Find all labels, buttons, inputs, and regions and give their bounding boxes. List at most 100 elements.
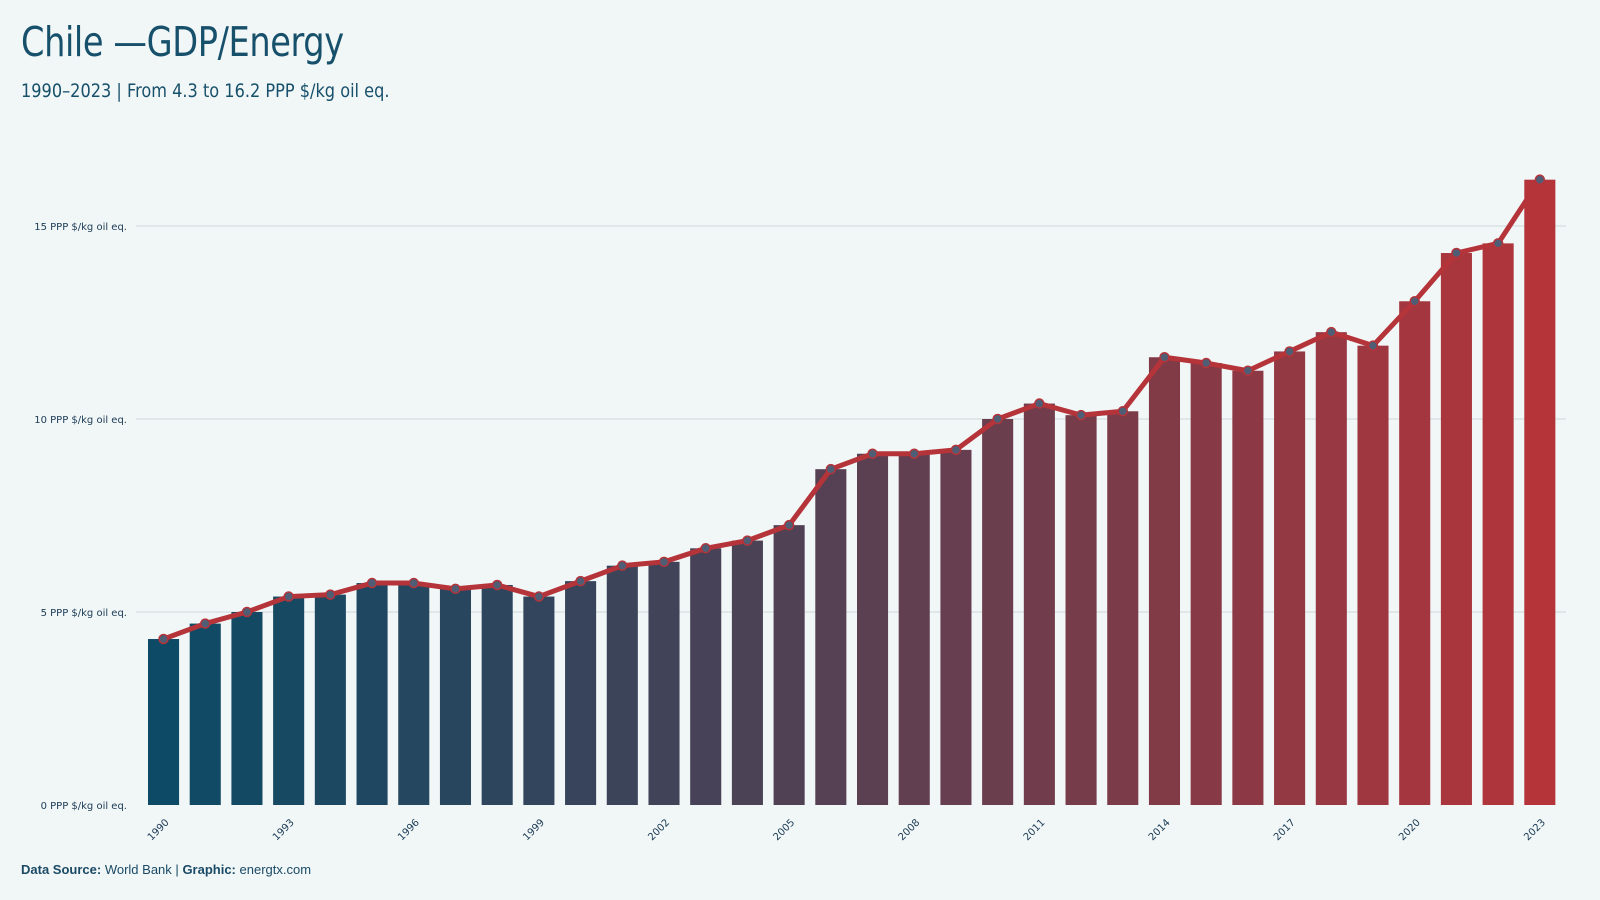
bar-1992 <box>231 612 263 805</box>
y-axis-tick-labels: 0 PPP $/kg oil eq. 5 PPP $/kg oil eq. 10 P… <box>34 222 127 812</box>
x-tick-label: 2002 <box>646 817 672 843</box>
marker-2001 <box>617 560 628 571</box>
marker-1995 <box>366 577 378 589</box>
bar-1996 <box>398 583 430 805</box>
x-tick-label: 2020 <box>1397 817 1423 843</box>
marker-2018 <box>1326 326 1337 338</box>
x-tick-label: 2017 <box>1272 817 1298 843</box>
bar-2005 <box>773 525 805 805</box>
bar-2023 <box>1524 179 1556 805</box>
marker-2006 <box>825 463 837 475</box>
bar-2012 <box>1065 415 1097 805</box>
x-tick-label: 2008 <box>897 817 923 843</box>
bar-2008 <box>898 453 930 805</box>
marker-2005 <box>783 519 795 531</box>
x-tick-label: 2005 <box>771 817 797 843</box>
marker-1993 <box>283 591 294 602</box>
bar-2016 <box>1232 370 1264 805</box>
bar-2021 <box>1440 253 1472 805</box>
bars <box>148 179 1556 805</box>
marker-2009 <box>950 444 962 456</box>
bar-1999 <box>523 596 555 805</box>
graphic-label: Graphic: <box>182 862 236 877</box>
marker-2020 <box>1409 296 1420 307</box>
footer-credits: Data Source: World Bank | Graphic: energ… <box>21 862 311 877</box>
chart-title: Chile —GDP/Energy <box>21 18 344 66</box>
bar-1993 <box>273 596 305 805</box>
bar-2003 <box>690 548 722 805</box>
marker-2023 <box>1534 174 1546 185</box>
y-tick-label: 5 PPP $/kg oil eq. <box>41 608 127 619</box>
y-tick-label: 15 PPP $/kg oil eq. <box>34 222 127 233</box>
bar-2015 <box>1190 363 1222 805</box>
bar-2009 <box>940 449 972 805</box>
marker-2013 <box>1117 406 1129 417</box>
bar-2000 <box>565 581 597 805</box>
bar-2017 <box>1274 351 1306 805</box>
trend-line-layer <box>161 177 1543 642</box>
x-tick-label: 2011 <box>1022 817 1048 843</box>
bar-2019 <box>1357 345 1389 805</box>
trend-line <box>161 177 1543 642</box>
marker-2017 <box>1284 346 1295 357</box>
marker-2019 <box>1367 340 1379 351</box>
marker-1992 <box>241 606 253 618</box>
bar-2004 <box>731 540 763 805</box>
footer-separator: | <box>175 862 179 877</box>
x-tick-label: 1996 <box>396 817 422 843</box>
bar-2022 <box>1482 243 1514 805</box>
bar-2007 <box>857 453 889 805</box>
source-label: Data Source: <box>21 862 102 877</box>
bar-2002 <box>648 561 680 805</box>
bar-1990 <box>148 639 180 805</box>
x-axis-tick-labels: 1990 1993 1996 1999 2002 2005 2008 2011 2014 2017… <box>146 817 1548 843</box>
bar-2010 <box>982 419 1014 805</box>
y-tick-label: 10 PPP $/kg oil eq. <box>34 415 127 426</box>
bar-2020 <box>1399 301 1431 805</box>
bar-1998 <box>481 584 513 805</box>
chart-subtitle: 1990–2023 | From 4.3 to 16.2 PPP $/kg oi… <box>21 80 390 102</box>
bar-2001 <box>606 565 638 805</box>
marker-2008 <box>908 448 920 459</box>
marker-1997 <box>450 583 461 595</box>
marker-1999 <box>533 591 545 602</box>
bar-2006 <box>815 469 847 805</box>
x-tick-label: 2023 <box>1522 817 1548 843</box>
bar-1995 <box>356 583 388 805</box>
marker-2015 <box>1200 357 1212 369</box>
x-tick-label: 1993 <box>271 817 297 843</box>
bar-2013 <box>1107 411 1139 805</box>
x-tick-label: 1999 <box>521 817 547 843</box>
marker-2010 <box>992 413 1003 425</box>
source-value: World Bank <box>104 862 172 877</box>
marker-1994 <box>325 589 336 600</box>
graphic-value: energtx.com <box>239 862 312 877</box>
marker-1991 <box>199 618 211 629</box>
grid-lines <box>136 225 1566 613</box>
marker-2002 <box>658 556 670 568</box>
y-tick-label: 0 PPP $/kg oil eq. <box>41 801 127 812</box>
bar-1994 <box>314 594 346 805</box>
marker-2003 <box>700 543 711 554</box>
markers <box>158 174 1546 645</box>
marker-2014 <box>1159 351 1170 363</box>
bar-1991 <box>189 623 221 805</box>
marker-2012 <box>1075 409 1087 421</box>
marker-1996 <box>408 577 420 589</box>
marker-1990 <box>158 633 169 645</box>
marker-2011 <box>1034 398 1045 409</box>
marker-2021 <box>1451 247 1462 259</box>
bar-1997 <box>439 588 472 805</box>
marker-2016 <box>1242 365 1254 376</box>
x-tick-label: 1990 <box>146 817 172 843</box>
bar-2018 <box>1315 332 1347 805</box>
marker-2022 <box>1492 238 1504 249</box>
x-tick-label: 2014 <box>1147 817 1173 843</box>
marker-2004 <box>742 535 753 546</box>
marker-2007 <box>867 448 878 459</box>
bar-2011 <box>1023 403 1055 805</box>
marker-2000 <box>575 575 586 587</box>
bar-2014 <box>1148 357 1181 805</box>
marker-1998 <box>491 579 503 591</box>
